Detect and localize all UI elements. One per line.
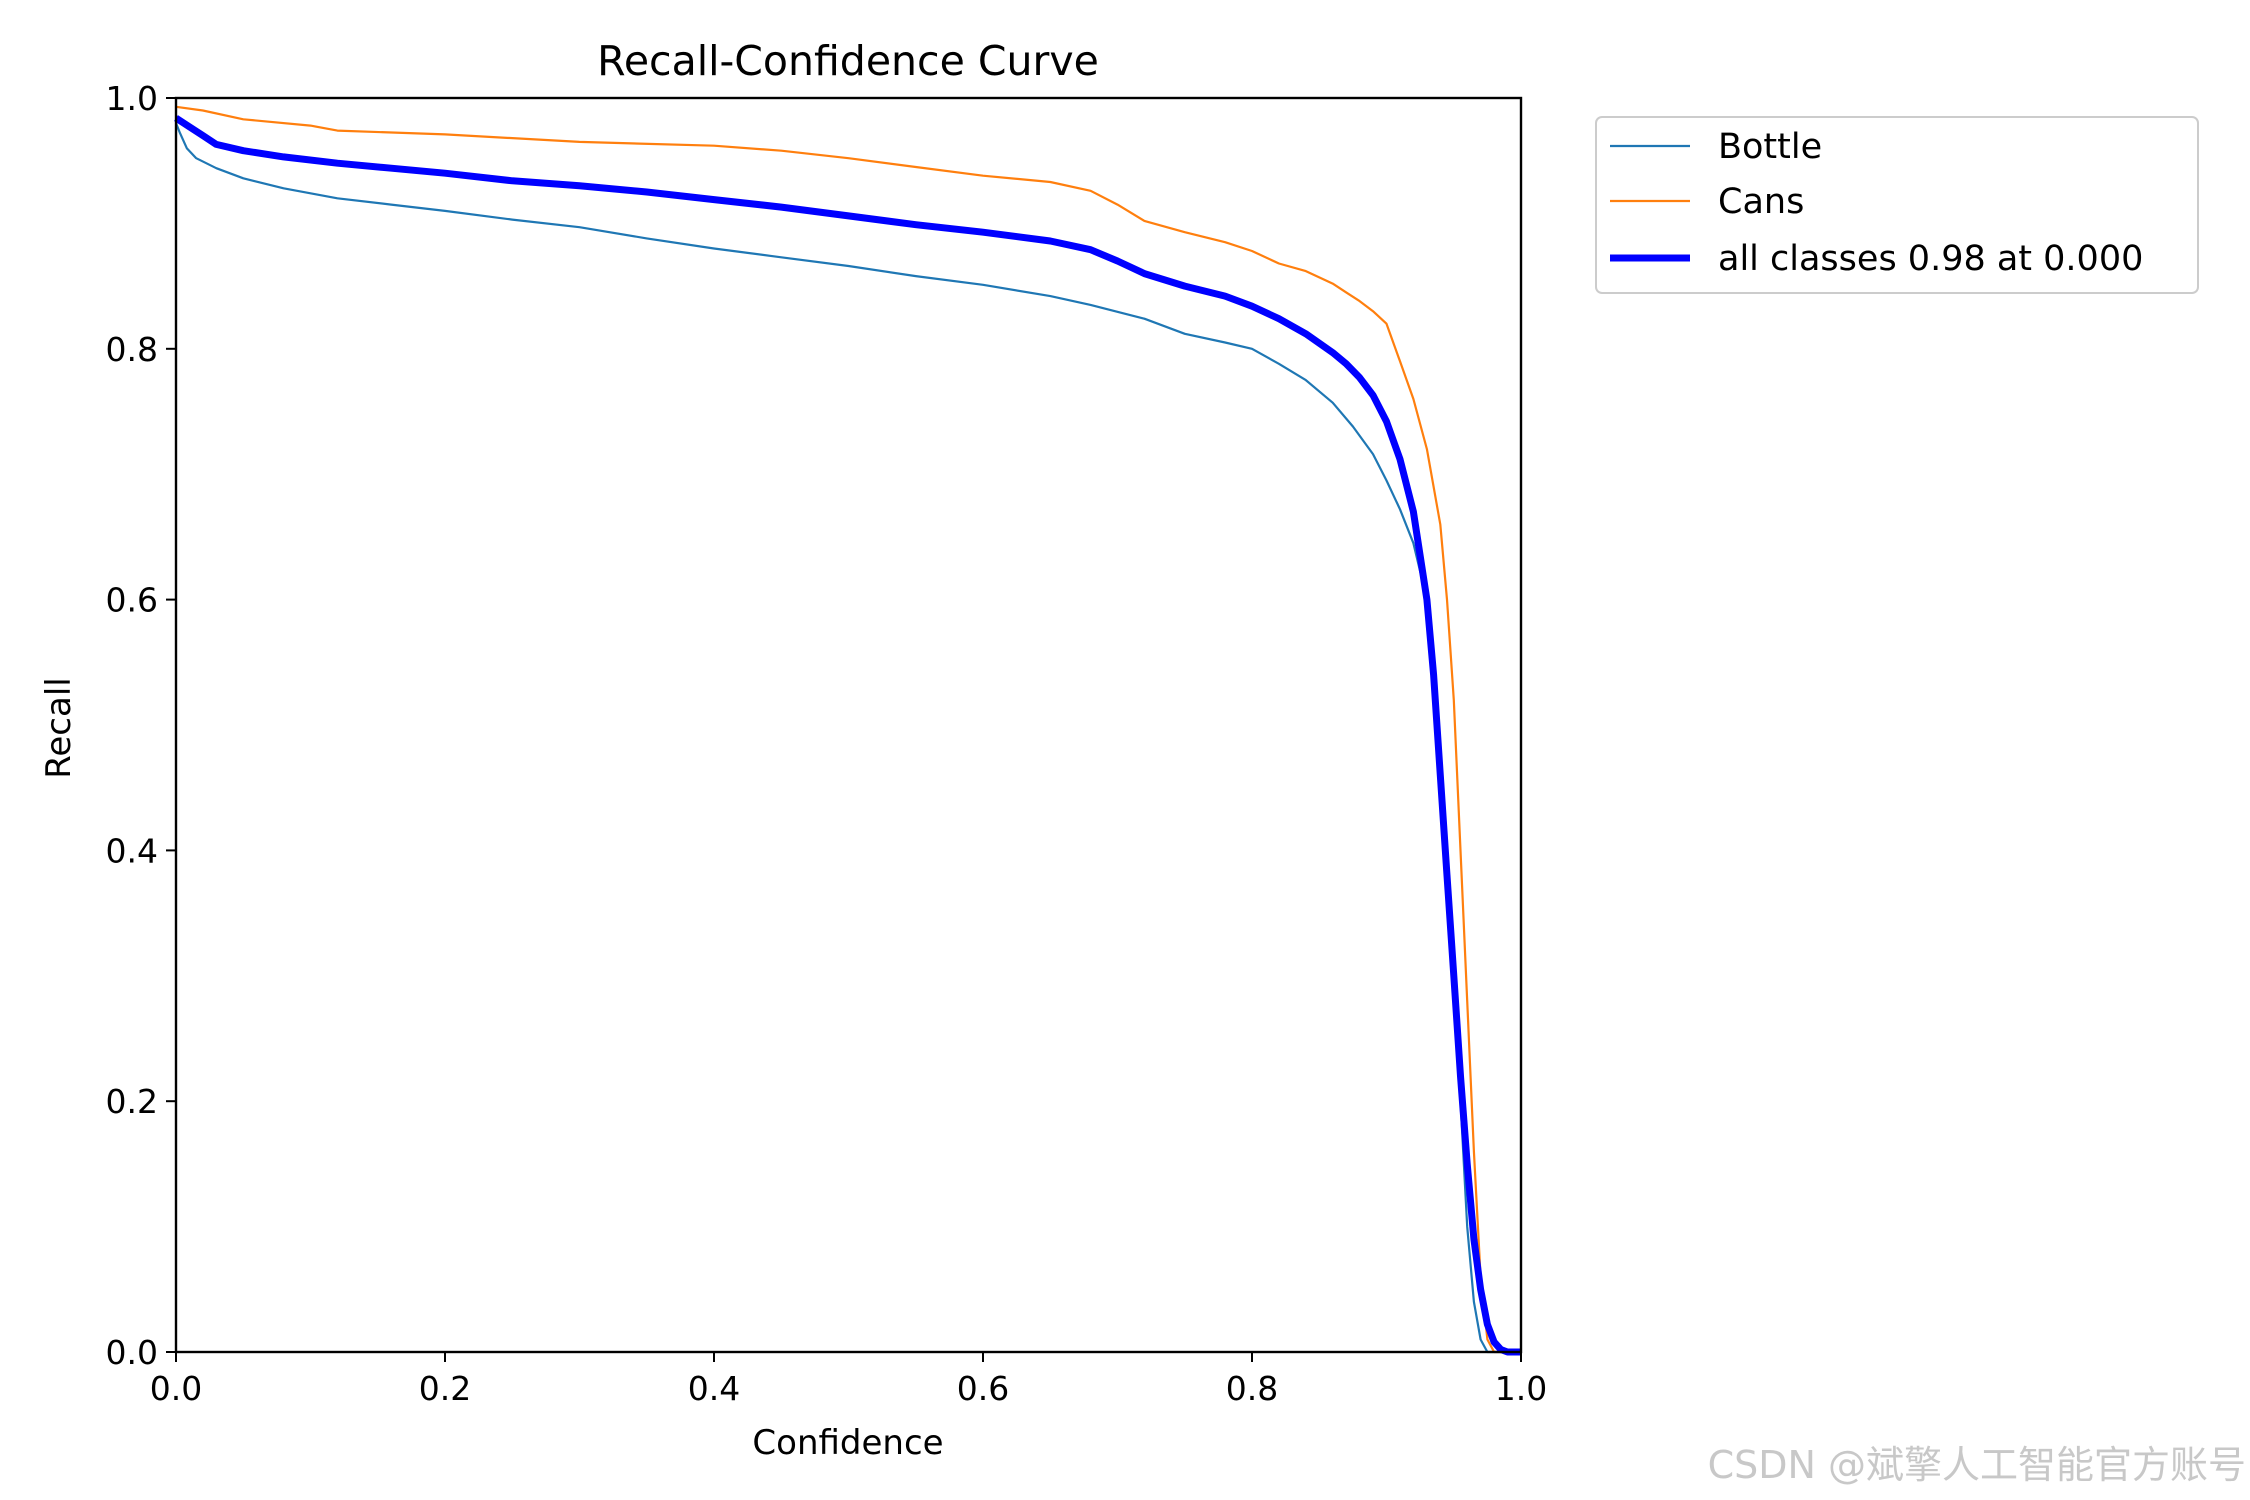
y-tick-label: 0.8 xyxy=(106,330,158,369)
y-tick-label: 0.2 xyxy=(106,1082,158,1121)
x-tick-label: 1.0 xyxy=(1495,1369,1547,1408)
x-tick-label: 0.4 xyxy=(688,1369,740,1408)
legend: Bottle Cans all classes 0.98 at 0.000 xyxy=(1595,116,2199,294)
series-layer xyxy=(174,105,1521,1356)
y-tick-label: 0.6 xyxy=(106,581,158,620)
x-axis-title: Confidence xyxy=(752,1423,943,1463)
series-line-2 xyxy=(174,115,1521,1356)
x-axis: 0.0 0.2 0.4 0.6 0.8 1.0 xyxy=(150,1352,1547,1408)
y-axis: 0.0 0.2 0.4 0.6 0.8 1.0 xyxy=(106,79,176,1372)
x-tick-label: 0.6 xyxy=(957,1369,1009,1408)
legend-label-1: Cans xyxy=(1718,182,1804,222)
watermark: CSDN @斌擎人工智能官方账号 xyxy=(1708,1443,2246,1487)
x-tick-label: 0.8 xyxy=(1226,1369,1278,1408)
chart-title: Recall-Confidence Curve xyxy=(597,37,1099,85)
legend-label-2: all classes 0.98 at 0.000 xyxy=(1718,239,2143,279)
series-line-1 xyxy=(175,105,1521,1354)
x-tick-label: 0.2 xyxy=(419,1369,471,1408)
x-tick-label: 0.0 xyxy=(150,1369,202,1408)
y-tick-label: 1.0 xyxy=(106,79,158,118)
y-tick-label: 0.4 xyxy=(106,831,158,870)
y-axis-title: Recall xyxy=(39,677,79,778)
legend-label-0: Bottle xyxy=(1718,127,1822,167)
plot-frame xyxy=(174,96,1523,1354)
y-tick-label: 0.0 xyxy=(106,1333,158,1372)
legend-box xyxy=(1595,116,2199,294)
